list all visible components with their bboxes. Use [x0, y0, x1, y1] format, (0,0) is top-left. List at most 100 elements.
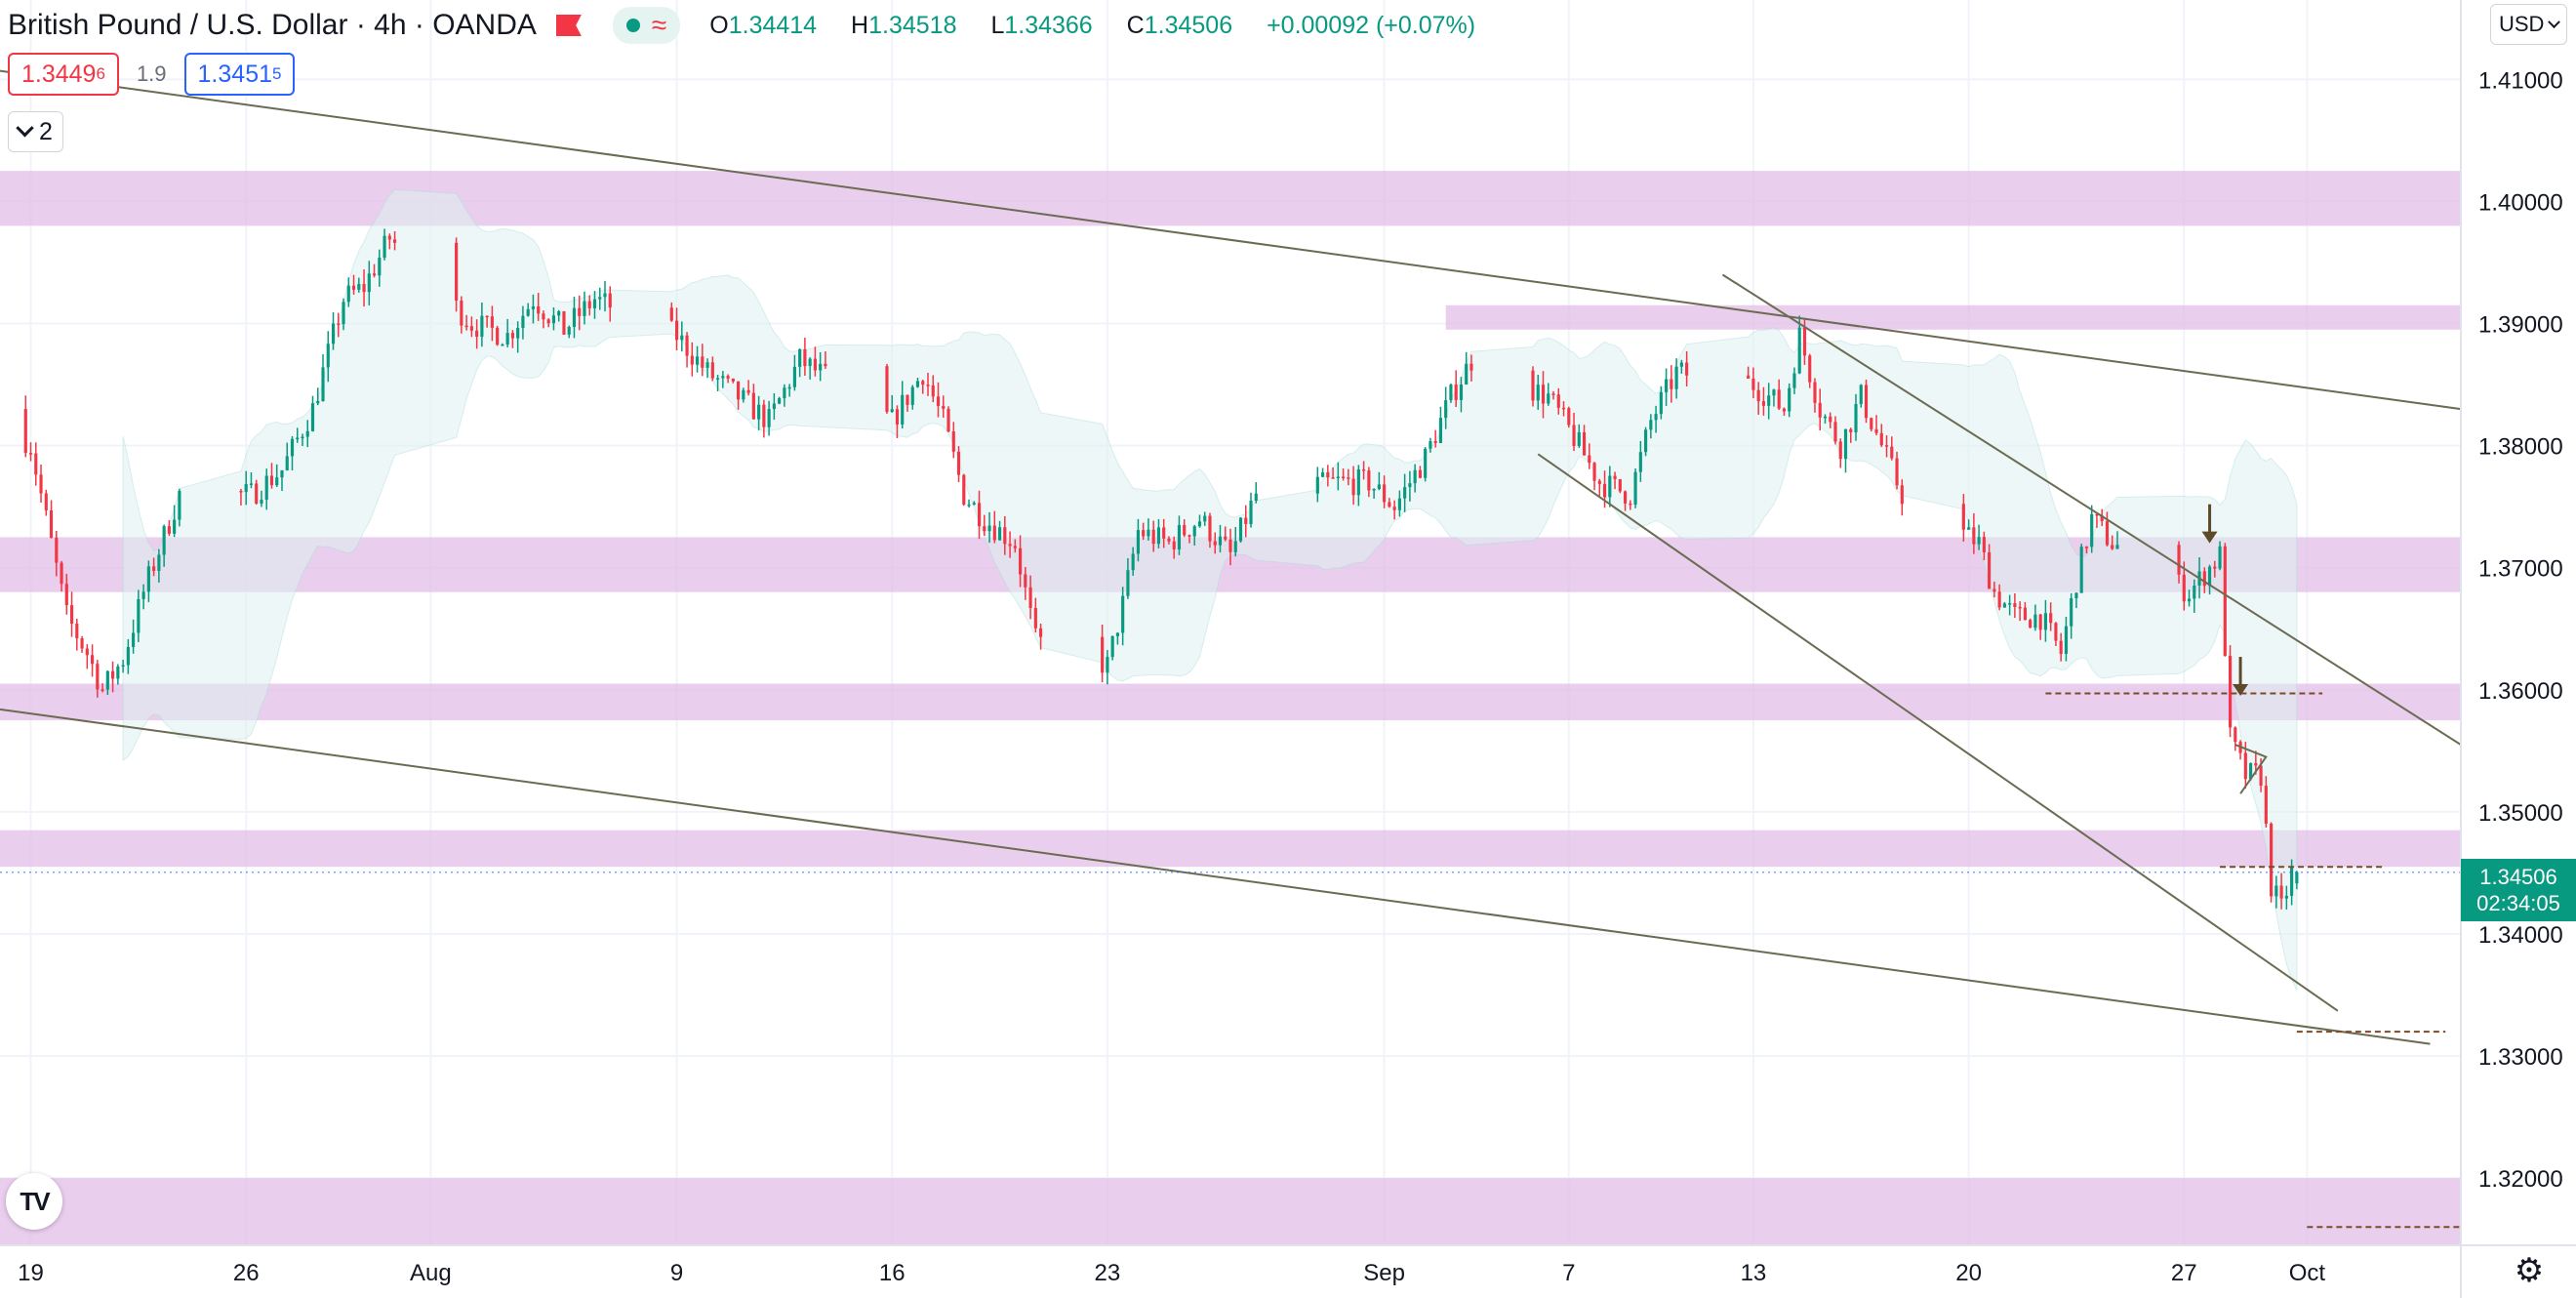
sell-button[interactable]: 1.3449 6: [8, 53, 119, 96]
time-tick-label: 23: [1095, 1260, 1121, 1286]
candle-body: [275, 477, 279, 486]
candle: [936, 382, 941, 418]
candle: [167, 520, 171, 537]
candle-body: [587, 301, 591, 308]
buy-button[interactable]: 1.3451 5: [183, 53, 296, 96]
candle-body: [792, 366, 796, 387]
candle-body: [121, 665, 125, 667]
currency-selector[interactable]: USD: [2490, 4, 2568, 45]
candle-body: [1659, 391, 1663, 415]
candle: [1977, 524, 1981, 550]
candle-body: [316, 401, 320, 404]
zone-1[interactable]: [0, 171, 2461, 226]
candle-body: [1347, 477, 1350, 479]
candle: [1362, 461, 1366, 480]
candle: [926, 372, 930, 396]
candle-body: [1203, 515, 1207, 522]
candle-body: [1854, 404, 1858, 432]
candle-body: [895, 409, 900, 425]
zone-5[interactable]: [0, 830, 2461, 868]
trendline-3[interactable]: [1721, 273, 2462, 746]
candle-body: [1238, 517, 1243, 542]
candle: [2074, 591, 2078, 609]
candle-body: [1665, 379, 1669, 392]
candle: [2029, 618, 2033, 629]
candle: [578, 295, 582, 331]
candle: [1638, 440, 1642, 482]
candle-body: [387, 235, 391, 240]
down-arrow-icon[interactable]: [2201, 504, 2218, 544]
candle: [1238, 516, 1243, 544]
down-arrow-icon[interactable]: [2233, 657, 2249, 697]
tradingview-logo-icon[interactable]: TV: [6, 1173, 62, 1230]
indicator-pill[interactable]: ≈: [612, 7, 681, 44]
candle-body: [701, 356, 704, 368]
candle-body: [1449, 385, 1453, 401]
candle: [2111, 535, 2114, 550]
candle-body: [1033, 607, 1037, 629]
zone-4[interactable]: [0, 683, 2461, 721]
candle-body: [885, 366, 889, 413]
trendline-2[interactable]: [0, 708, 2431, 1045]
trendline-1[interactable]: [0, 69, 2462, 411]
candle-body: [783, 387, 786, 399]
candle-body: [2202, 571, 2206, 587]
candle-body: [337, 323, 341, 326]
candle-body: [1465, 363, 1469, 385]
candle: [592, 291, 597, 319]
candle: [1024, 567, 1027, 600]
candle: [1162, 518, 1166, 548]
candle: [731, 378, 735, 384]
gear-icon[interactable]: ⚙: [2514, 1252, 2545, 1289]
chart-title[interactable]: British Pound / U.S. Dollar · 4h · OANDA: [8, 9, 537, 41]
candle-body: [460, 301, 463, 326]
candle-body: [1013, 546, 1017, 548]
time-tick-label: Aug: [410, 1260, 452, 1286]
candle: [1788, 383, 1791, 418]
candle: [1572, 412, 1576, 452]
candle-body: [469, 326, 473, 331]
indicators-toggle-button[interactable]: 2: [8, 111, 63, 152]
candle: [1808, 353, 1812, 388]
candle: [357, 277, 361, 293]
candle: [1147, 518, 1150, 541]
candle: [105, 669, 109, 696]
candle-body: [1218, 536, 1223, 546]
candle-body: [2213, 566, 2217, 569]
trendlines[interactable]: [0, 69, 2462, 1229]
candle-body: [808, 358, 812, 367]
candle: [1208, 512, 1212, 548]
candle-body: [1623, 491, 1628, 504]
candle: [1588, 443, 1591, 469]
candle-body: [592, 299, 597, 308]
candle-body: [475, 330, 479, 337]
trendline-4[interactable]: [1537, 453, 2339, 1012]
flag-pattern[interactable]: [2234, 744, 2268, 794]
candle-body: [2274, 885, 2278, 897]
candle-body: [2279, 885, 2283, 899]
candle: [49, 500, 54, 539]
candle: [1244, 505, 1248, 538]
candle-body: [1408, 483, 1412, 488]
candle: [346, 277, 350, 307]
candle-body: [80, 638, 84, 649]
candle: [1320, 467, 1325, 478]
candle: [1982, 531, 1986, 561]
candle: [490, 305, 494, 342]
candle: [1177, 515, 1182, 555]
candle-body: [977, 503, 982, 527]
candle-body: [936, 396, 941, 406]
candle-body: [531, 305, 536, 309]
zone-2[interactable]: [1445, 304, 2461, 330]
candle: [2043, 599, 2047, 642]
flag-icon[interactable]: [555, 15, 582, 36]
candle-body: [49, 509, 54, 538]
candle-body: [1767, 395, 1771, 406]
candle-body: [1597, 480, 1601, 484]
candle-body: [485, 315, 489, 318]
candle: [249, 471, 254, 489]
candle: [2038, 613, 2042, 640]
zone-6[interactable]: [0, 1178, 2461, 1245]
candle-body: [126, 646, 130, 666]
